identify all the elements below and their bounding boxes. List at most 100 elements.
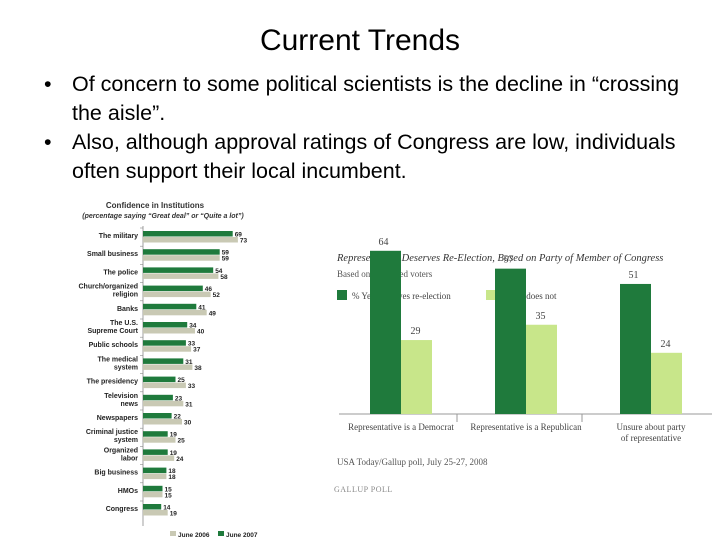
chart1-bar-2007 — [143, 322, 188, 328]
chart1-bar-2007 — [143, 376, 176, 383]
chart2-category-label: of representative — [621, 433, 681, 443]
chart1-bar-2007 — [143, 340, 186, 346]
chart1-value-label-2006: 15 — [165, 492, 173, 499]
chart1-bar-2006 — [143, 309, 207, 316]
bullet-icon: • — [44, 72, 52, 96]
chart1-category-label: Congress — [106, 506, 138, 513]
chart1-bar-2007 — [143, 431, 168, 437]
chart1-value-label-2006: 59 — [222, 256, 230, 263]
chart1-bar-2006 — [143, 328, 195, 334]
chart1-bar-2006 — [143, 419, 182, 425]
chart2-value-label-no: 35 — [536, 311, 546, 322]
bullet-item: • Of concern to some political scientists… — [40, 70, 690, 128]
chart2-value-label-no: 29 — [411, 326, 421, 337]
chart1-value-label-2006: 58 — [220, 274, 228, 281]
chart2-category-label: Representative is a Republican — [470, 422, 582, 432]
chart1-value-label-2007: 23 — [175, 395, 183, 402]
chart1-bar-2007 — [143, 485, 163, 492]
chart1-subtitle: (percentage saying “Great deal” or “Quit… — [82, 213, 244, 220]
chart2-bar-yes — [495, 268, 526, 414]
chart1-value-label-2007: 25 — [178, 377, 186, 384]
gallup-logo: GALLUP POLL — [334, 485, 393, 494]
chart1-category-label: Supreme Court — [87, 328, 138, 335]
chart1-category-label: The presidency — [87, 379, 138, 386]
chart2-legend-swatch-yes — [337, 290, 347, 300]
chart2-legend-label-no: % No, does not — [501, 291, 557, 301]
chart1-legend-swatch-2006 — [170, 531, 176, 536]
bullet-text: Also, although approval ratings of Congr… — [72, 130, 676, 183]
chart1-bar-2007 — [143, 413, 172, 419]
chart1-value-label-2006: 73 — [240, 238, 248, 245]
chart1-category-label: system — [114, 437, 138, 444]
bullet-text: Of concern to some political scientists … — [72, 72, 680, 125]
chart1-value-label-2007: 33 — [188, 341, 196, 348]
chart1-category-label: Banks — [117, 306, 138, 313]
chart1-category-label: The military — [99, 233, 138, 240]
chart1-value-label-2007: 46 — [205, 286, 213, 293]
chart1-value-label-2007: 41 — [198, 304, 206, 311]
chart1-bar-2006 — [143, 510, 168, 516]
chart1-bar-2007 — [143, 249, 220, 255]
chart1-bar-2007 — [143, 285, 203, 292]
chart1-value-label-2006: 18 — [168, 474, 176, 481]
chart1-category-label: Television — [104, 393, 138, 400]
chart1-value-label-2007: 31 — [185, 359, 193, 366]
chart2-value-label-no: 24 — [661, 339, 671, 350]
chart1-category-label: Public schools — [89, 342, 139, 349]
chart1-value-label-2006: 38 — [194, 365, 202, 372]
chart1-bar-2007 — [143, 467, 167, 474]
chart1-bar-2006 — [143, 346, 192, 352]
chart1-value-label-2007: 18 — [168, 468, 176, 475]
chart2-category-label: Unsure about party — [617, 422, 686, 432]
chart2-bar-no — [526, 324, 557, 414]
chart1-category-label: news — [120, 401, 138, 408]
chart1-category-label: Church/organized — [78, 284, 138, 291]
chart1-bar-2006 — [143, 455, 175, 461]
chart2-value-label-yes: 64 — [379, 237, 389, 248]
chart1-title: Confidence in Institutions — [106, 201, 205, 210]
chart1-value-label-2007: 59 — [222, 250, 230, 257]
chart2-category-label: Representative is a Democrat — [348, 422, 454, 432]
chart1-value-label-2007: 14 — [163, 505, 171, 512]
chart2-value-label-yes: 51 — [629, 270, 639, 281]
chart1-category-label: Organized — [104, 447, 138, 454]
chart1-category-label: Small business — [87, 251, 138, 258]
chart1-legend-swatch-2007 — [218, 531, 224, 536]
chart1-category-label: Big business — [94, 470, 138, 477]
chart2-legend-label-yes: % Yes, deserves re-election — [352, 291, 451, 301]
chart2-legend-swatch-no — [486, 290, 496, 300]
slide-title: Current Trends — [259, 24, 461, 57]
chart1-value-label-2007: 19 — [170, 432, 178, 439]
chart1-bar-2006 — [143, 437, 176, 443]
chart2-bar-yes — [620, 283, 651, 414]
chart1-value-label-2007: 19 — [170, 450, 178, 457]
chart1-value-label-2006: 52 — [213, 292, 221, 299]
chart1-category-label: religion — [113, 292, 138, 299]
chart1-category-label: system — [114, 364, 138, 371]
chart1-category-label: The medical — [98, 356, 139, 363]
chart1-bar-2006 — [143, 364, 193, 370]
chart1-value-label-2007: 15 — [165, 486, 173, 493]
chart1-legend-label-2007: June 2007 — [226, 532, 258, 539]
chart1-value-label-2007: 22 — [174, 414, 182, 421]
chart1-value-label-2006: 24 — [176, 456, 184, 463]
chart1-bar-2007 — [143, 394, 173, 401]
chart1-value-label-2006: 40 — [197, 329, 205, 336]
chart1-legend-label-2006: June 2006 — [178, 532, 210, 539]
chart1-bar-2006 — [143, 255, 220, 261]
bullet-list: • Of concern to some political scientists… — [40, 70, 690, 186]
chart1-value-label-2006: 33 — [188, 383, 196, 390]
chart1-category-label: labor — [121, 455, 138, 462]
chart1-bar-2006 — [143, 400, 184, 407]
chart2-value-label-yes: 57 — [504, 255, 514, 266]
bullet-icon: • — [44, 130, 52, 154]
chart1-bar-2007 — [143, 267, 214, 273]
chart1-value-label-2007: 34 — [189, 323, 197, 330]
chart1-bar-2006 — [143, 237, 238, 243]
chart1-value-label-2007: 54 — [215, 268, 223, 275]
chart1-value-label-2007: 69 — [235, 232, 243, 239]
chart2-title: Representative Deserves Re-Election, Bas… — [336, 253, 663, 264]
chart2-source-note: USA Today/Gallup poll, July 25-27, 2008 — [337, 457, 488, 467]
